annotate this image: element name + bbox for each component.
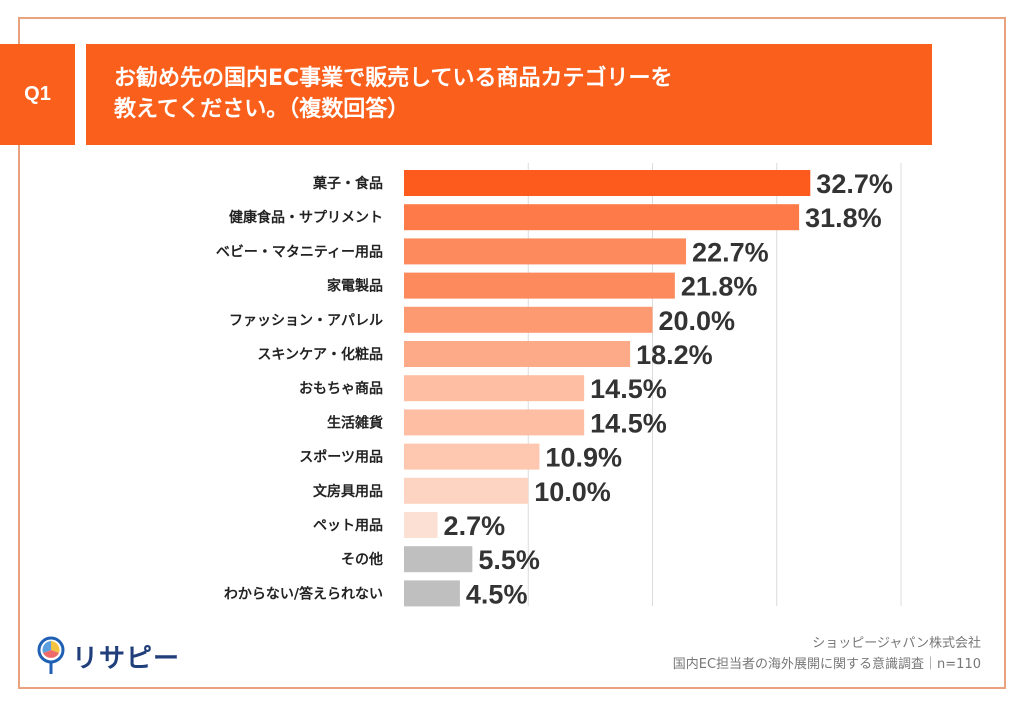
bar <box>404 580 460 607</box>
value-label: 10.0% <box>534 477 611 507</box>
category-label: 菓子・食品 <box>312 175 383 192</box>
category-label: その他 <box>341 551 383 568</box>
bar <box>404 477 529 504</box>
category-label: 文房具用品 <box>313 483 383 500</box>
bar <box>404 409 585 436</box>
category-label: スキンケア・化粧品 <box>257 346 383 363</box>
value-label: 22.7% <box>692 237 769 267</box>
category-label: 家電製品 <box>327 278 383 295</box>
pin-logo-icon <box>37 636 65 674</box>
value-label: 2.7% <box>444 511 506 541</box>
category-label: ファッション・アパレル <box>229 313 383 329</box>
value-label: 20.0% <box>659 306 736 336</box>
value-label: 32.7% <box>816 169 893 199</box>
bar <box>404 204 800 231</box>
category-label: スポーツ用品 <box>299 449 383 466</box>
bar <box>404 306 653 333</box>
logo-text: リサピー <box>72 643 181 674</box>
bar <box>404 238 687 265</box>
category-label: おもちゃ商品 <box>299 380 383 397</box>
logo: リサピー <box>36 636 180 676</box>
bar <box>404 443 540 470</box>
bar <box>404 341 631 367</box>
value-label: 14.5% <box>590 408 667 438</box>
value-label: 4.5% <box>466 579 528 609</box>
source-company: ショッピージャパン株式会社 <box>812 636 981 651</box>
value-label: 5.5% <box>478 545 540 575</box>
bar <box>404 375 585 402</box>
category-label: 健康食品・サプリメント <box>229 209 383 226</box>
source-survey: 国内EC担当者の海外展開に関する意識調査｜n=110 <box>672 657 981 672</box>
bar <box>404 170 811 196</box>
category-label: ペット用品 <box>313 518 383 534</box>
value-label: 10.9% <box>545 443 622 473</box>
category-label: 生活雑貨 <box>327 414 383 431</box>
value-label: 18.2% <box>636 340 713 370</box>
value-label: 31.8% <box>805 203 882 233</box>
question-badge: Q1 <box>0 44 75 145</box>
value-label: 14.5% <box>590 374 667 404</box>
bar <box>404 272 675 299</box>
source-note: ショッピージャパン株式会社 国内EC担当者の海外展開に関する意識調査｜n=110 <box>673 633 981 675</box>
category-label: わからない/答えられない <box>224 585 383 602</box>
bar <box>404 546 473 573</box>
category-label: ベビー・マタニティー用品 <box>216 244 383 260</box>
question-title: お勧め先の国内EC事業で販売している商品カテゴリーを 教えてください。（複数回答… <box>86 44 932 145</box>
bar <box>404 512 438 538</box>
value-label: 21.8% <box>681 272 758 302</box>
